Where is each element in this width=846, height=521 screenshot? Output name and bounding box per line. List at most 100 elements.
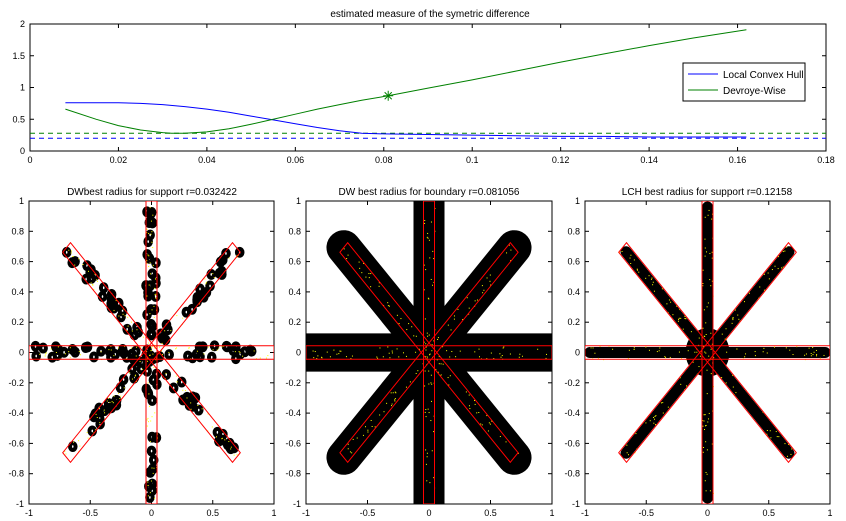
sample-point: [333, 349, 335, 351]
sample-point: [770, 437, 772, 439]
sample-point: [455, 356, 457, 358]
sample-point: [706, 306, 708, 308]
sample-point: [483, 289, 485, 291]
sample-point: [651, 277, 653, 279]
sample-point: [176, 347, 178, 349]
sample-point: [203, 353, 205, 355]
sample-point: [148, 255, 150, 257]
sample-point: [707, 421, 709, 423]
support-ball: [234, 246, 245, 258]
sample-point: [426, 332, 428, 334]
sample-point: [374, 426, 376, 428]
y-tick-label: 0.8: [11, 226, 24, 236]
sample-point: [698, 366, 700, 368]
sample-point: [78, 440, 80, 442]
support-ball: [201, 286, 212, 298]
sample-point: [704, 425, 706, 427]
sample-point: [142, 336, 144, 338]
sample-point: [147, 484, 149, 486]
sample-point: [705, 322, 707, 324]
support-ball: [143, 290, 153, 302]
sample-point: [708, 412, 710, 414]
sample-point: [371, 425, 373, 427]
shape-content: [306, 201, 552, 504]
sample-point: [70, 250, 72, 252]
sample-point: [402, 352, 404, 354]
sample-point: [424, 370, 426, 372]
x-tick-label: -0.5: [638, 508, 654, 518]
sample-point: [685, 318, 687, 320]
top-line-chart: estimated measure of the symetric differ…: [12, 9, 834, 165]
sample-point: [732, 317, 734, 319]
sample-point: [151, 416, 153, 418]
sample-point: [466, 297, 468, 299]
sample-point: [112, 402, 114, 404]
sample-point: [146, 350, 148, 352]
top-chart-title: estimated measure of the symetric differ…: [330, 9, 530, 20]
sample-point: [481, 285, 483, 287]
top-x-tick-label: 0.06: [287, 155, 305, 165]
sample-point: [201, 408, 203, 410]
sample-point: [391, 350, 393, 352]
sample-point: [771, 269, 773, 271]
sample-point: [127, 316, 129, 318]
sample-point: [153, 467, 155, 469]
sample-point: [478, 412, 480, 414]
sample-point: [702, 420, 704, 422]
sample-point: [763, 273, 765, 275]
sample-point: [777, 268, 779, 270]
sample-point: [666, 303, 668, 305]
top-legend: Local Convex Hull Devroye-Wise: [682, 62, 806, 102]
sample-point: [704, 351, 706, 353]
sample-point: [242, 355, 244, 357]
sample-point: [70, 252, 72, 254]
sample-point: [430, 420, 432, 422]
sample-point: [486, 358, 488, 360]
y-tick-label: 0: [575, 348, 580, 358]
x-tick-label: 0: [705, 508, 710, 518]
sample-point: [819, 357, 821, 359]
support-ball: [89, 351, 99, 363]
sample-point: [704, 414, 706, 416]
sample-point: [108, 397, 110, 399]
sample-point: [426, 456, 428, 458]
sample-point: [170, 330, 172, 332]
y-tick-label: 0.6: [567, 257, 580, 267]
sample-point: [394, 398, 396, 400]
sample-point: [481, 424, 483, 426]
sample-point: [658, 350, 660, 352]
support-ball: [168, 382, 179, 394]
sample-point: [221, 438, 223, 440]
sample-point: [425, 356, 427, 358]
support-ball: [90, 269, 100, 281]
sample-point: [87, 437, 89, 439]
sample-point: [358, 261, 360, 263]
sample-point: [499, 353, 501, 355]
top-x-axis: 0 0.02 0.04 0.06 0.08 0.1 0.12 0.14 0.16 0.18: [27, 24, 835, 165]
sample-point: [774, 265, 776, 267]
sample-point: [684, 315, 686, 317]
true-support-outline: [618, 241, 797, 464]
y-tick-label: -0.4: [564, 408, 580, 418]
sample-point: [592, 347, 594, 349]
sample-point: [635, 433, 637, 435]
y-tick-label: -1: [16, 499, 24, 509]
sample-point: [406, 329, 408, 331]
sample-point: [709, 490, 711, 492]
sample-point: [396, 314, 398, 316]
sample-point: [151, 467, 153, 469]
sample-point: [425, 409, 427, 411]
sample-point: [136, 329, 138, 331]
sample-point: [537, 348, 539, 350]
y-tick-label: 1: [19, 196, 24, 206]
support-ball: [111, 394, 122, 406]
sample-point: [690, 331, 692, 333]
sample-point: [238, 351, 240, 353]
sample-point: [737, 314, 739, 316]
sample-point: [447, 324, 449, 326]
sample-point: [654, 415, 656, 417]
panel-2-title: DW best radius for boundary r=0.081056: [339, 187, 520, 198]
sample-point: [655, 415, 657, 417]
sample-point: [473, 400, 475, 402]
panel-3-x-axis: -1 -0.5 0 0.5 1: [581, 201, 833, 518]
